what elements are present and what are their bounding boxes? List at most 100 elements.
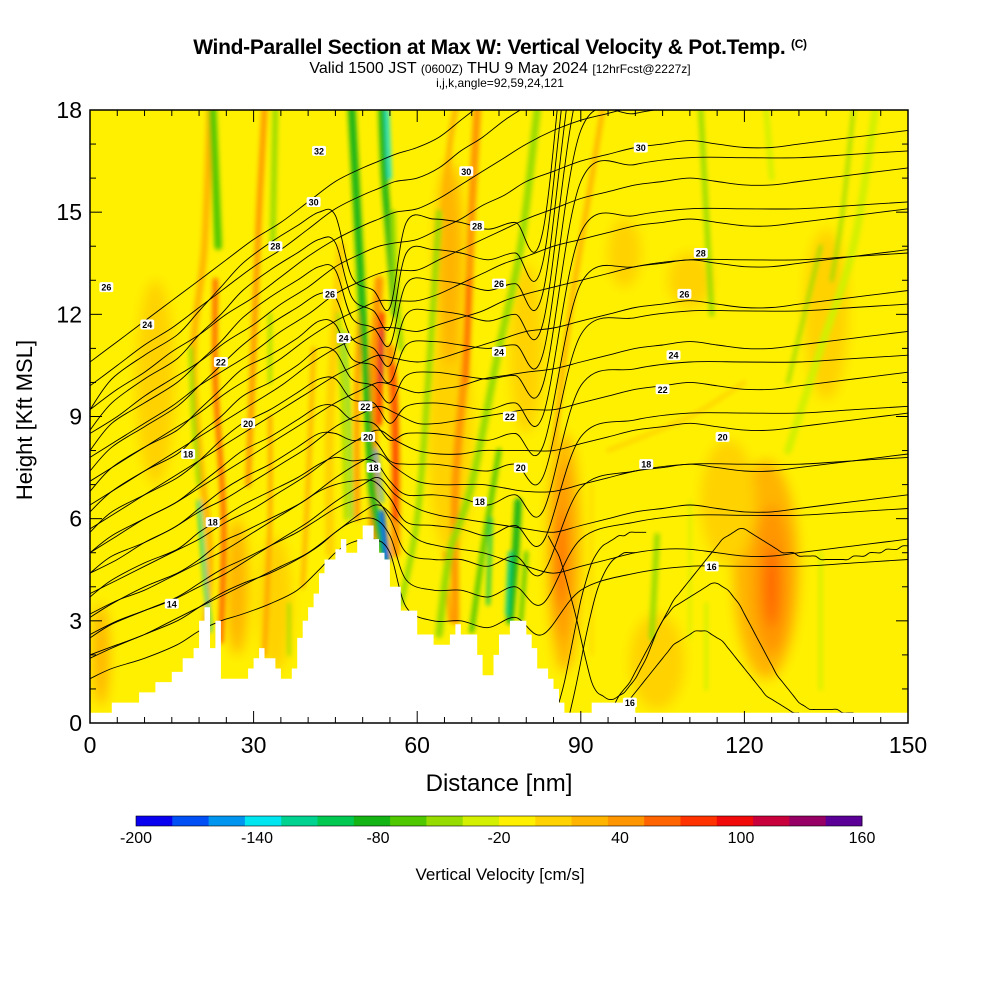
velocity-band-22 bbox=[374, 449, 384, 503]
colorbar-swatch-6 bbox=[353, 816, 391, 826]
svg-text:22: 22 bbox=[505, 412, 515, 422]
contour-label-23: 28 bbox=[693, 248, 708, 259]
contour-label-27: 20 bbox=[715, 431, 730, 442]
velocity-band-17 bbox=[379, 329, 384, 385]
contour-label-1: 24 bbox=[140, 319, 155, 330]
contour-label-21: 18 bbox=[472, 496, 487, 507]
contour-label-3: 18 bbox=[181, 448, 196, 459]
contour-label-16: 28 bbox=[470, 220, 485, 231]
theta-contour-west-5 bbox=[90, 303, 908, 574]
svg-text:30: 30 bbox=[461, 167, 471, 177]
y-tick-label: 6 bbox=[69, 506, 82, 532]
svg-text:22: 22 bbox=[658, 385, 668, 395]
contour-label-17: 26 bbox=[492, 278, 506, 289]
svg-text:30: 30 bbox=[309, 197, 319, 207]
contour-label-6: 20 bbox=[241, 418, 256, 429]
contour-label-24: 26 bbox=[677, 288, 692, 299]
contour-label-10: 26 bbox=[322, 288, 337, 299]
colorbar bbox=[135, 815, 863, 827]
theta-contour-west-1 bbox=[90, 508, 908, 659]
svg-text:18: 18 bbox=[208, 518, 218, 528]
svg-text:16: 16 bbox=[707, 562, 717, 572]
theta-contour-west-2 bbox=[90, 456, 908, 639]
velocity-band-8 bbox=[269, 110, 279, 249]
colorbar-swatch-10 bbox=[499, 816, 536, 826]
svg-text:24: 24 bbox=[339, 334, 349, 344]
subtitle-forecast: [12hrFcst@2227z] bbox=[592, 62, 691, 76]
velocity-band-35 bbox=[505, 551, 512, 616]
velocity-band-45 bbox=[784, 110, 880, 455]
chart-indices: i,j,k,angle=92,59,24,121 bbox=[436, 76, 564, 90]
contour-label-4: 18 bbox=[205, 517, 220, 528]
theta-contour-valley-4 bbox=[569, 552, 636, 713]
velocity-band-36 bbox=[518, 550, 529, 623]
velocity-band-10 bbox=[300, 346, 316, 589]
colorbar-swatch-2 bbox=[208, 816, 246, 826]
colorbar-swatch-17 bbox=[753, 816, 790, 826]
colorbar-swatch-5 bbox=[317, 816, 355, 826]
svg-text:24: 24 bbox=[494, 347, 504, 357]
colorbar-swatch-1 bbox=[172, 816, 209, 826]
theta-contour-11 bbox=[90, 110, 623, 411]
colorbar-swatch-18 bbox=[789, 816, 827, 826]
colorbar-swatch-4 bbox=[281, 816, 318, 826]
svg-text:26: 26 bbox=[101, 283, 111, 293]
plot-frame bbox=[89, 109, 909, 724]
velocity-band-24 bbox=[385, 110, 392, 180]
x-tick-label: 150 bbox=[889, 732, 927, 758]
svg-text:18: 18 bbox=[183, 449, 193, 459]
svg-text:32: 32 bbox=[314, 146, 324, 156]
x-tick-label: 90 bbox=[568, 732, 594, 758]
velocity-cell-14 bbox=[764, 545, 779, 628]
contour-label-9: 32 bbox=[312, 145, 327, 156]
velocity-band-34 bbox=[506, 498, 522, 625]
contour-label-14: 18 bbox=[366, 462, 381, 473]
terrain-mask bbox=[90, 525, 908, 723]
svg-text:14: 14 bbox=[167, 599, 177, 609]
velocity-band-39 bbox=[648, 532, 660, 641]
velocity-band-19 bbox=[390, 362, 399, 522]
contour-label-19: 22 bbox=[502, 411, 517, 422]
velocity-band-33 bbox=[486, 517, 493, 606]
svg-text:28: 28 bbox=[696, 249, 706, 259]
colorbar-swatch-11 bbox=[535, 816, 572, 826]
contour-label-25: 24 bbox=[666, 350, 681, 361]
contour-label-13: 20 bbox=[361, 431, 376, 442]
colorbar-swatch-9 bbox=[462, 816, 500, 826]
y-tick-label: 9 bbox=[69, 404, 82, 430]
contour-label-5: 22 bbox=[213, 357, 228, 368]
svg-text:20: 20 bbox=[718, 432, 728, 442]
y-tick-label: 0 bbox=[69, 710, 82, 736]
velocity-cell-2 bbox=[226, 518, 249, 655]
theta-contour-4 bbox=[90, 371, 908, 574]
svg-text:18: 18 bbox=[369, 463, 379, 473]
svg-text:24: 24 bbox=[142, 320, 152, 330]
colorbar-swatch-19 bbox=[825, 816, 863, 826]
velocity-cell-6 bbox=[509, 263, 543, 434]
velocity-cell-17 bbox=[629, 614, 685, 710]
colorbar-swatch-13 bbox=[607, 816, 645, 826]
y-axis-label: Height [Kft MSL] bbox=[12, 340, 37, 500]
contour-label-7: 28 bbox=[268, 241, 283, 252]
svg-text:22: 22 bbox=[360, 402, 370, 412]
svg-text:26: 26 bbox=[679, 289, 689, 299]
colorbar-tick-label: 160 bbox=[849, 830, 876, 847]
velocity-cell-1 bbox=[136, 280, 175, 485]
velocity-band-4 bbox=[208, 110, 222, 250]
y-tick-label: 15 bbox=[56, 199, 82, 225]
velocity-band-26 bbox=[398, 209, 442, 607]
theta-contour-2 bbox=[90, 453, 908, 615]
y-tick-label: 12 bbox=[56, 301, 82, 327]
contour-label-11: 24 bbox=[336, 333, 351, 344]
copyright-mark: (C) bbox=[791, 37, 807, 51]
colorbar-swatch-12 bbox=[571, 816, 609, 826]
svg-text:18: 18 bbox=[475, 497, 485, 507]
x-tick-label: 0 bbox=[84, 732, 97, 758]
theta-contour-7 bbox=[90, 249, 908, 506]
velocity-cell-10 bbox=[608, 218, 641, 288]
contour-label-28: 18 bbox=[639, 459, 654, 470]
x-tick-label: 120 bbox=[725, 732, 763, 758]
velocity-band-43 bbox=[698, 110, 715, 317]
colorbar-swatch-14 bbox=[644, 816, 681, 826]
colorbar-swatch-16 bbox=[716, 816, 754, 826]
